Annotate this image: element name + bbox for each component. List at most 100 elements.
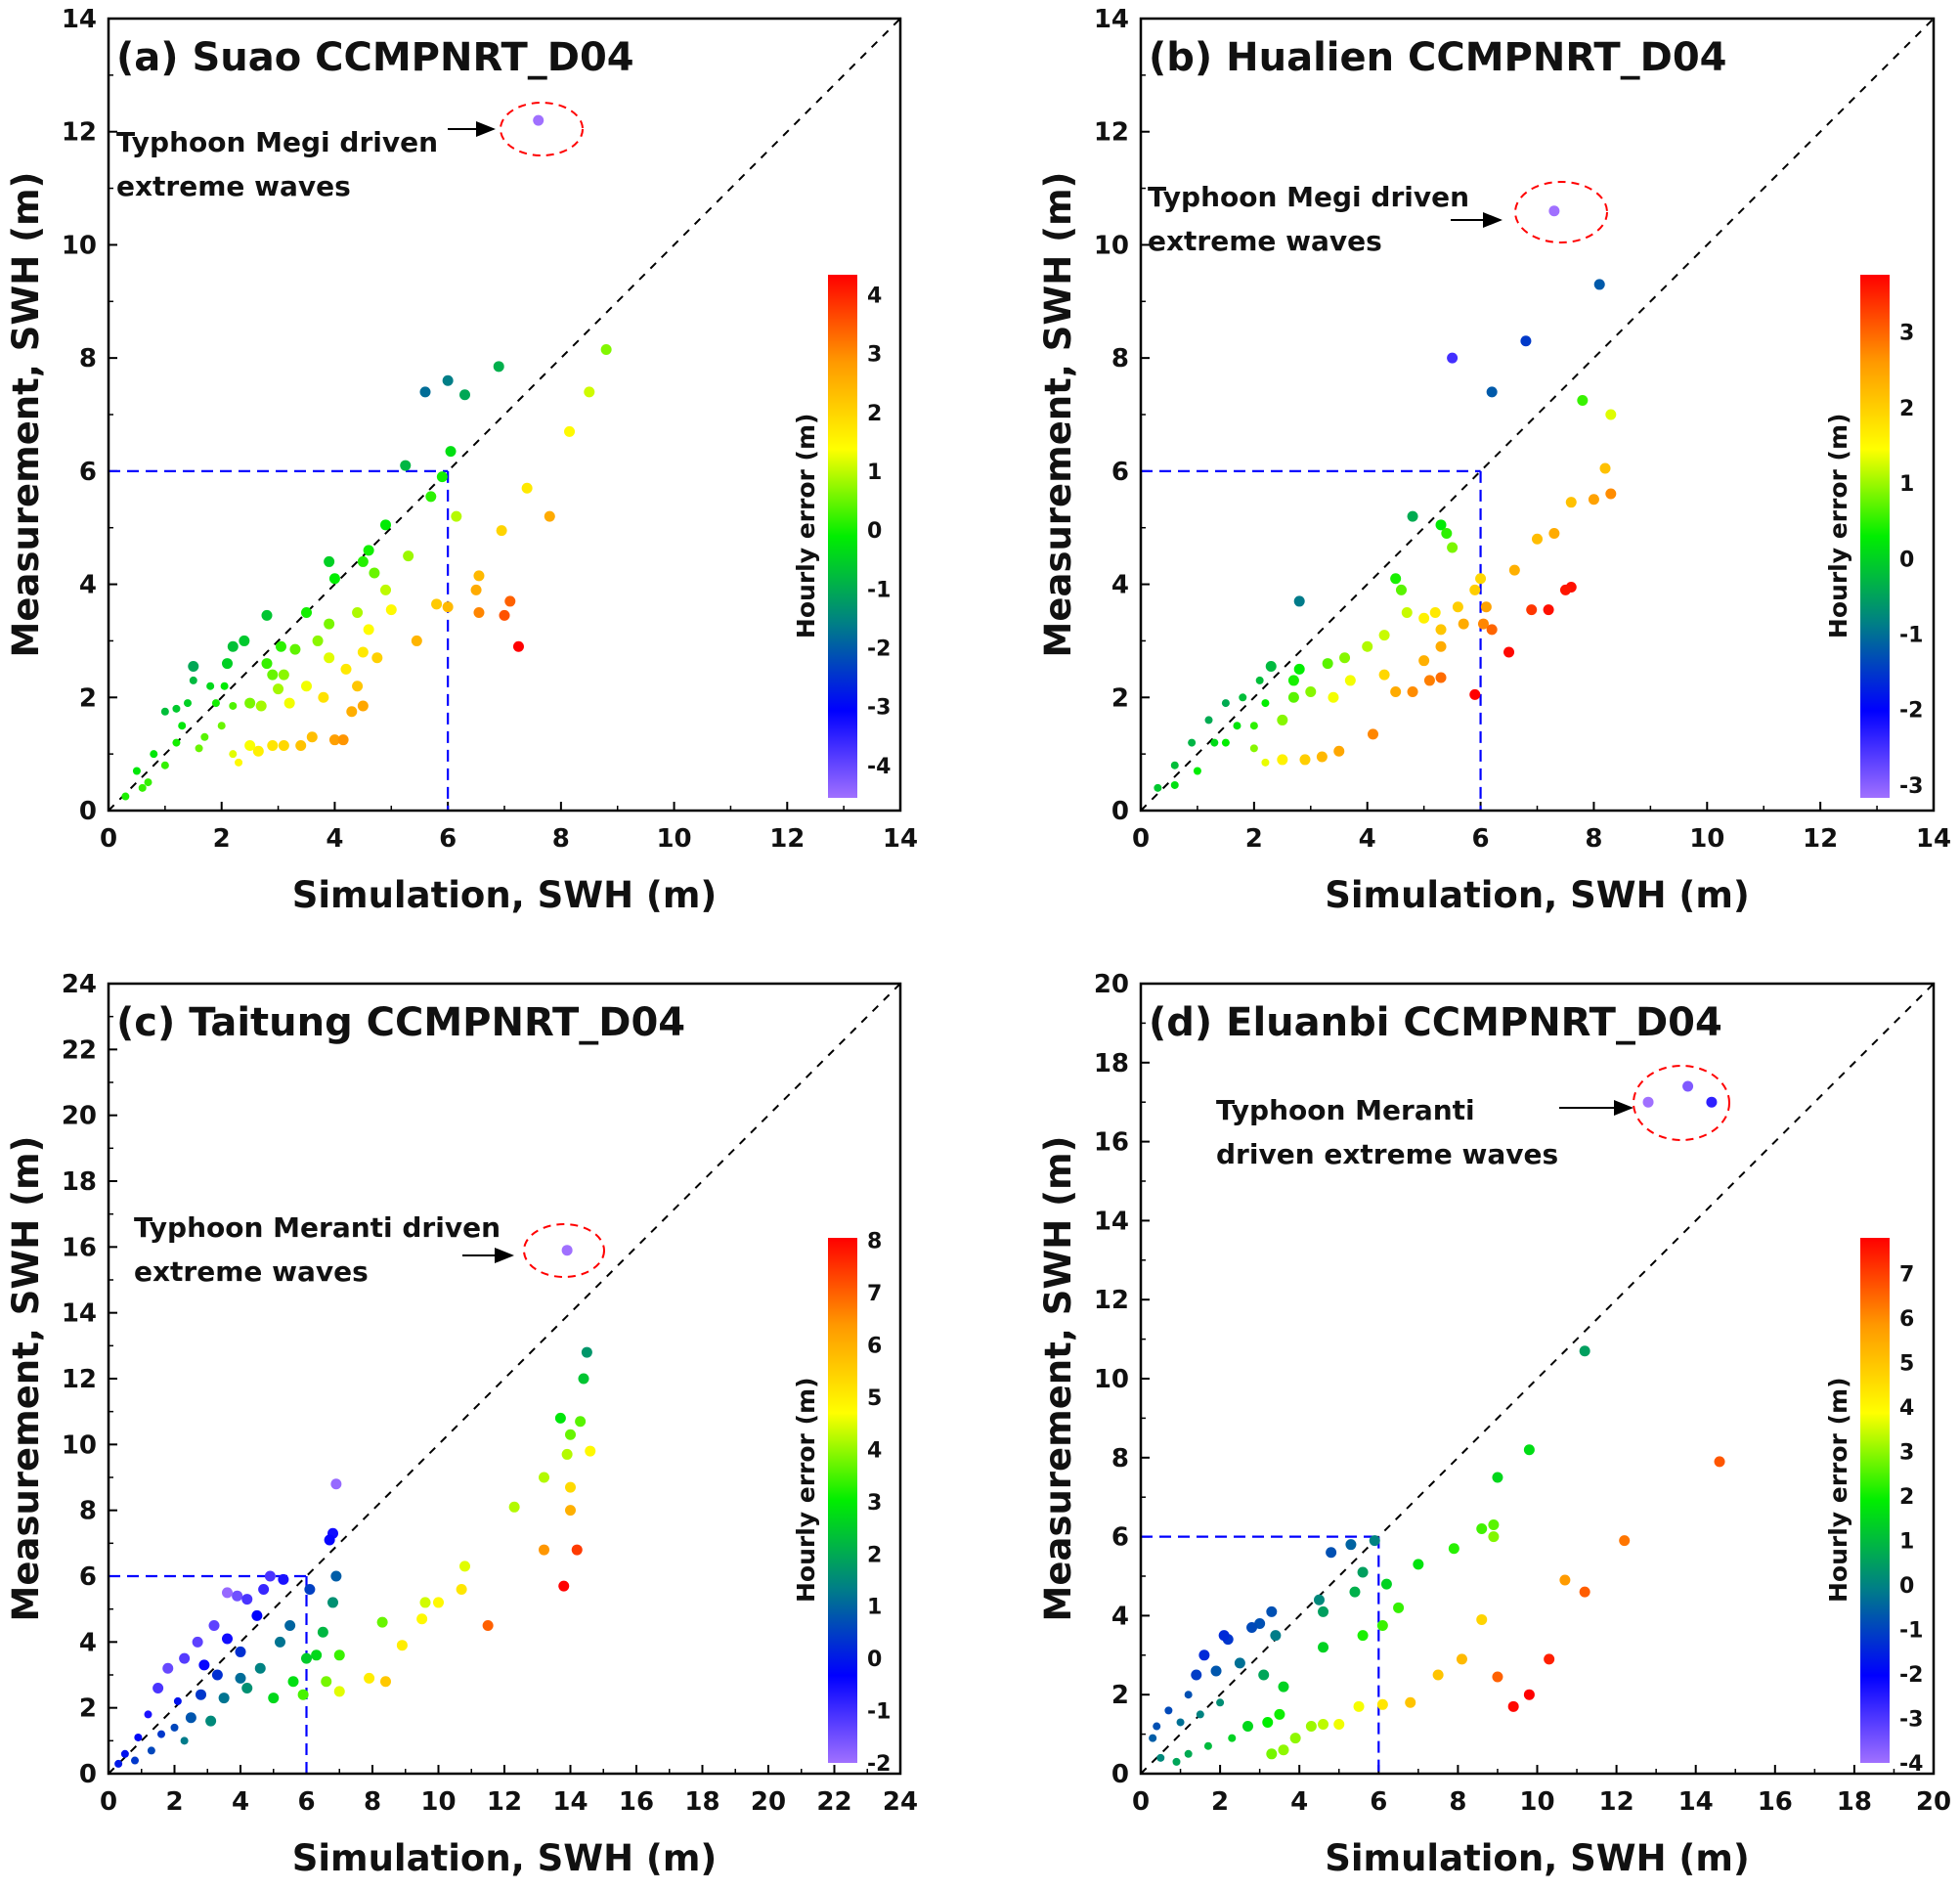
y-tick-label: 6: [79, 458, 97, 487]
data-point: [222, 1587, 233, 1599]
data-point: [1378, 630, 1390, 641]
data-point: [1322, 658, 1333, 670]
x-tick-label: 24: [883, 1787, 918, 1817]
data-point: [114, 1759, 123, 1768]
data-point: [1376, 1620, 1388, 1631]
data-point: [1378, 669, 1390, 681]
data-point: [1376, 1698, 1388, 1710]
x-tick-label: 8: [552, 824, 570, 854]
data-point: [1210, 738, 1219, 747]
data-point: [172, 704, 181, 713]
data-point: [499, 609, 510, 621]
data-point: [1328, 691, 1339, 703]
data-point: [278, 739, 289, 751]
data-point: [1488, 1518, 1500, 1530]
y-tick-label: 2: [79, 683, 97, 713]
data-point: [558, 1580, 570, 1592]
data-point: [1204, 716, 1213, 725]
data-point: [1234, 1657, 1245, 1669]
data-point: [1435, 672, 1447, 683]
data-point: [493, 361, 504, 373]
colorbar-tick-label: 1: [1899, 472, 1914, 497]
y-tick-label: 16: [1094, 1128, 1129, 1158]
data-point: [333, 1649, 345, 1661]
data-point: [241, 1594, 253, 1605]
data-point: [1278, 1744, 1289, 1756]
x-tick-label: 6: [439, 824, 457, 854]
data-point: [211, 1669, 223, 1681]
data-point: [283, 697, 295, 709]
data-point: [244, 697, 256, 709]
x-axis-label: Simulation, SWH (m): [292, 874, 718, 916]
data-point: [239, 635, 250, 646]
data-point: [1246, 1622, 1258, 1634]
data-point: [312, 635, 324, 646]
data-point: [1221, 699, 1230, 708]
data-point: [561, 1245, 573, 1256]
data-point: [1619, 1535, 1631, 1547]
data-point: [1249, 722, 1258, 730]
data-point: [120, 1749, 129, 1758]
colorbar-tick-label: -1: [1899, 623, 1923, 647]
data-point: [1418, 655, 1430, 667]
data-point: [340, 663, 352, 675]
data-point: [1241, 1721, 1253, 1733]
x-tick-label: 2: [1211, 1787, 1229, 1817]
data-point: [1488, 1531, 1500, 1543]
panel-title: (c) Taitung CCMPNRT_D04: [116, 1000, 685, 1045]
data-point: [1313, 1594, 1325, 1605]
y-tick-label: 10: [1094, 1365, 1129, 1394]
x-tick-label: 12: [487, 1787, 522, 1817]
x-tick-label: 18: [1837, 1787, 1872, 1817]
x-tick-label: 16: [619, 1787, 654, 1817]
data-point: [1287, 691, 1299, 703]
data-point: [1447, 352, 1459, 364]
data-point: [1548, 528, 1560, 539]
data-point: [1395, 584, 1407, 595]
data-point: [252, 745, 264, 757]
data-point: [1435, 640, 1447, 652]
data-point: [1293, 663, 1305, 675]
data-point: [1469, 584, 1481, 595]
data-point: [1221, 738, 1230, 747]
data-point: [482, 1620, 494, 1631]
highlight-ellipse: [1633, 1065, 1730, 1141]
colorbar-tick-label: 8: [867, 1230, 882, 1254]
data-point: [1477, 618, 1489, 630]
data-point: [1413, 1559, 1424, 1570]
data-point: [267, 739, 279, 751]
data-point: [134, 1733, 143, 1741]
data-point: [251, 1609, 263, 1621]
y-tick-label: 6: [79, 1562, 97, 1592]
colorbar-tick-label: -2: [1899, 1663, 1923, 1688]
x-axis-label: Simulation, SWH (m): [292, 1837, 718, 1879]
data-point: [1278, 1681, 1289, 1693]
data-point: [189, 676, 197, 684]
x-tick-label: 14: [1916, 824, 1951, 854]
data-point: [352, 681, 364, 692]
data-point: [357, 646, 369, 658]
x-tick-label: 4: [232, 1787, 249, 1817]
y-axis-label: Measurement, SWH (m): [5, 172, 47, 658]
data-point: [121, 792, 130, 801]
data-point: [284, 1620, 296, 1631]
data-point: [1577, 395, 1589, 407]
data-point: [152, 1682, 164, 1693]
colorbar-tick-label: 3: [1899, 1440, 1914, 1465]
data-point: [352, 607, 364, 618]
y-tick-label: 12: [62, 118, 97, 148]
x-tick-label: 14: [552, 1787, 588, 1817]
data-point: [321, 1676, 332, 1688]
y-tick-label: 2: [1111, 683, 1129, 713]
data-point: [1170, 761, 1179, 770]
y-tick-label: 20: [1094, 970, 1129, 999]
data-point: [1258, 1669, 1270, 1681]
x-tick-label: 18: [684, 1787, 719, 1817]
data-point: [1492, 1671, 1503, 1683]
data-point: [220, 682, 229, 690]
data-point: [380, 519, 391, 531]
data-point: [232, 1590, 243, 1602]
data-point: [273, 683, 284, 695]
